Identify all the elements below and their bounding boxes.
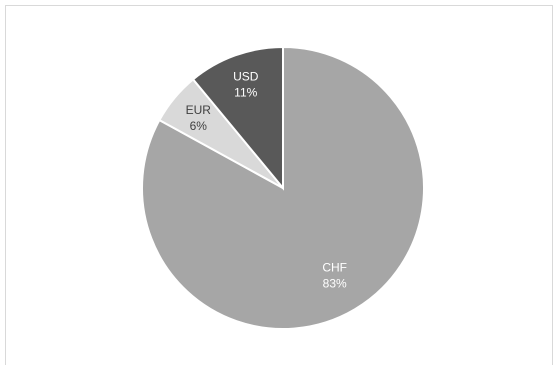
pie-percent-usd: 11% <box>234 86 257 100</box>
pie-label-usd: USD <box>233 70 259 84</box>
pie-percent-chf: 83% <box>323 276 347 290</box>
pie-slices <box>141 45 425 330</box>
pie-labels: CHF 83% EUR 6% USD 11% <box>186 70 347 291</box>
pie-label-chf: CHF <box>322 260 347 274</box>
pie-percent-eur: 6% <box>190 119 208 133</box>
pie-slice-usd <box>191 45 284 191</box>
pie-label-eur: EUR <box>186 103 212 117</box>
